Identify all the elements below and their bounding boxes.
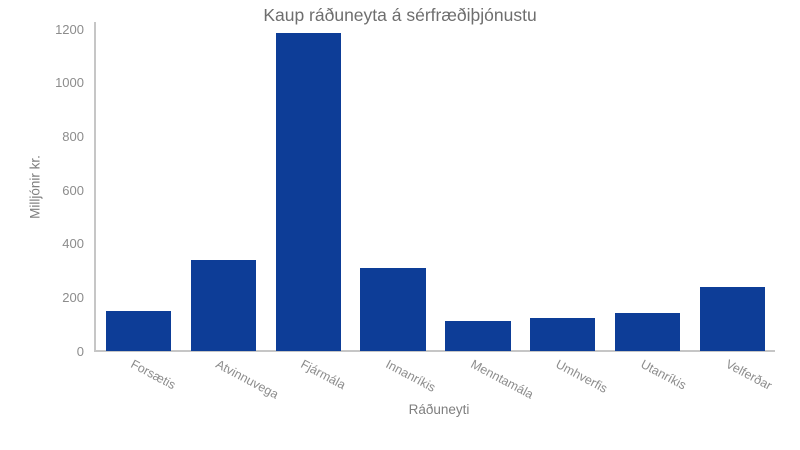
x-tick-label: Velferðar bbox=[722, 357, 774, 393]
bar-innanríkis bbox=[360, 267, 426, 351]
x-axis-line bbox=[94, 350, 775, 352]
x-tick-label: Menntamála bbox=[468, 357, 536, 402]
y-tick-label: 0 bbox=[76, 343, 84, 359]
bar-forsætis bbox=[105, 310, 172, 351]
bar-umhverfis bbox=[530, 317, 596, 351]
x-tick-label: Utanríkis bbox=[638, 357, 689, 393]
y-axis-line bbox=[94, 22, 96, 352]
x-tick-label: Innanríkis bbox=[383, 357, 438, 395]
y-tick-label: 800 bbox=[62, 128, 84, 144]
bar-menntamála bbox=[445, 320, 511, 351]
x-tick-label: Forsætis bbox=[128, 357, 179, 393]
x-tick-label: Umhverfis bbox=[553, 357, 610, 396]
bar-utanríkis bbox=[615, 313, 681, 351]
chart-title: Kaup ráðuneyta á sérfræðiþjónustu bbox=[263, 5, 537, 25]
y-tick-label: 600 bbox=[62, 182, 84, 198]
y-tick-label: 1000 bbox=[55, 75, 84, 91]
x-tick-label: Fjármála bbox=[298, 357, 349, 393]
x-tick-label: Atvinnuvega bbox=[213, 357, 282, 402]
bar-velferðar bbox=[699, 286, 766, 351]
y-tick-label: 200 bbox=[62, 289, 84, 305]
bar-atvinnuvega bbox=[190, 259, 256, 351]
y-tick-label: 400 bbox=[62, 236, 84, 252]
bar-fjármála bbox=[275, 33, 341, 351]
plot-area bbox=[96, 29, 775, 351]
y-tick-label: 1200 bbox=[55, 21, 84, 37]
x-axis-title: Ráðuneyti bbox=[408, 402, 470, 417]
